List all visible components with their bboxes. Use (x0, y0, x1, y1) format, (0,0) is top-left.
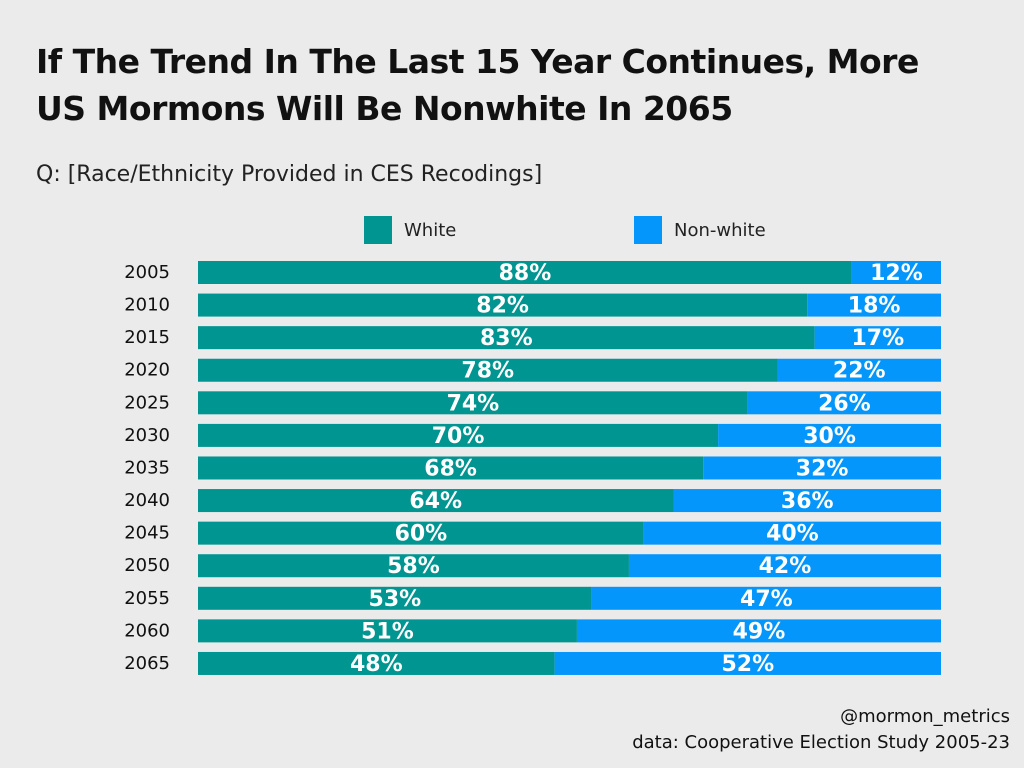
bar-label-white-2035: 68% (424, 456, 477, 481)
year-label-2035: 2035 (124, 457, 170, 478)
chart-title-line-2: US Mormons Will Be Nonwhite In 2065 (36, 89, 733, 128)
legend-label-white: White (404, 219, 457, 241)
bar-nonwhite-2015 (814, 326, 941, 350)
bar-white-2055 (198, 586, 592, 610)
bar-label-white-2020: 78% (461, 359, 514, 384)
year-label-2005: 2005 (124, 262, 170, 283)
bar-label-nonwhite-2005: 12% (870, 261, 923, 286)
bar-label-white-2010: 82% (476, 294, 529, 319)
bar-nonwhite-2005 (851, 261, 941, 284)
bar-white-2015 (198, 326, 815, 350)
bar-nonwhite-2065 (554, 651, 941, 675)
author-handle: @mormon_metrics (840, 706, 1010, 727)
year-label-2025: 2025 (124, 392, 170, 413)
bar-label-nonwhite-2045: 40% (766, 522, 819, 547)
bar-label-nonwhite-2010: 18% (848, 294, 901, 319)
bar-label-white-2050: 58% (387, 554, 440, 579)
bar-nonwhite-2025 (747, 391, 941, 415)
bar-white-2060 (198, 619, 577, 643)
legend-item-white: White (364, 216, 456, 244)
year-label-2065: 2065 (124, 653, 170, 674)
bar-label-white-2005: 88% (499, 261, 552, 286)
year-label-2045: 2045 (124, 523, 170, 544)
year-label-2030: 2030 (124, 425, 170, 446)
legend-label-nonwhite: Non-white (674, 219, 766, 241)
chart-title-line-1: If The Trend In The Last 15 Year Continu… (36, 42, 919, 81)
bar-white-2040 (198, 489, 674, 513)
bar-label-nonwhite-2015: 17% (852, 326, 905, 351)
bar-label-nonwhite-2025: 26% (818, 391, 871, 416)
bar-label-nonwhite-2020: 22% (833, 359, 886, 384)
chart-title: If The Trend In The Last 15 Year Continu… (36, 38, 996, 132)
bar-label-white-2045: 60% (395, 522, 448, 547)
bar-label-nonwhite-2050: 42% (759, 554, 812, 579)
bar-label-nonwhite-2040: 36% (781, 489, 834, 514)
bar-nonwhite-2035 (703, 456, 941, 480)
bar-label-white-2040: 64% (409, 489, 462, 514)
legend-item-nonwhite: Non-white (634, 216, 766, 244)
bar-label-white-2015: 83% (480, 326, 533, 351)
bar-nonwhite-2050 (628, 554, 941, 578)
bar-label-nonwhite-2065: 52% (721, 652, 774, 677)
data-source-note: data: Cooperative Election Study 2005-23 (632, 732, 1010, 753)
bar-label-nonwhite-2030: 30% (803, 424, 856, 449)
year-label-2020: 2020 (124, 360, 170, 381)
legend-swatch-white (364, 216, 392, 244)
year-label-2050: 2050 (124, 555, 170, 576)
bar-white-2035 (198, 456, 704, 480)
stacked-bar-chart: 2005 88% 12% 2010 82% 18% 2015 83% 17% 2020 78% 22%… (124, 261, 941, 677)
year-label-2015: 2015 (124, 327, 170, 348)
bar-white-2050 (198, 554, 629, 578)
bar-label-white-2055: 53% (369, 587, 422, 612)
year-label-2040: 2040 (124, 490, 170, 511)
bar-label-nonwhite-2035: 32% (796, 456, 849, 481)
bar-nonwhite-2045 (643, 521, 941, 545)
bar-label-white-2060: 51% (361, 619, 414, 644)
legend-swatch-nonwhite (634, 216, 662, 244)
year-label-2060: 2060 (124, 620, 170, 641)
bar-label-white-2065: 48% (350, 652, 403, 677)
bar-white-2005 (198, 261, 852, 284)
year-label-2010: 2010 (124, 295, 170, 316)
bar-label-nonwhite-2055: 47% (740, 587, 793, 612)
bar-nonwhite-2020 (777, 358, 941, 382)
year-label-2055: 2055 (124, 588, 170, 609)
chart-subtitle: Q: [Race/Ethnicity Provided in CES Recod… (36, 162, 543, 187)
bar-label-nonwhite-2060: 49% (733, 619, 786, 644)
bar-white-2020 (198, 358, 778, 382)
bar-white-2010 (198, 293, 808, 317)
bar-nonwhite-2010 (807, 293, 941, 317)
bar-nonwhite-2060 (576, 619, 941, 643)
bar-nonwhite-2055 (591, 586, 941, 610)
bar-white-2065 (198, 651, 555, 675)
bar-nonwhite-2030 (718, 423, 941, 447)
bar-label-white-2025: 74% (447, 391, 500, 416)
bar-white-2025 (198, 391, 748, 415)
bar-nonwhite-2040 (673, 489, 941, 513)
bar-white-2030 (198, 423, 719, 447)
bar-label-white-2030: 70% (432, 424, 485, 449)
bar-white-2045 (198, 521, 644, 545)
